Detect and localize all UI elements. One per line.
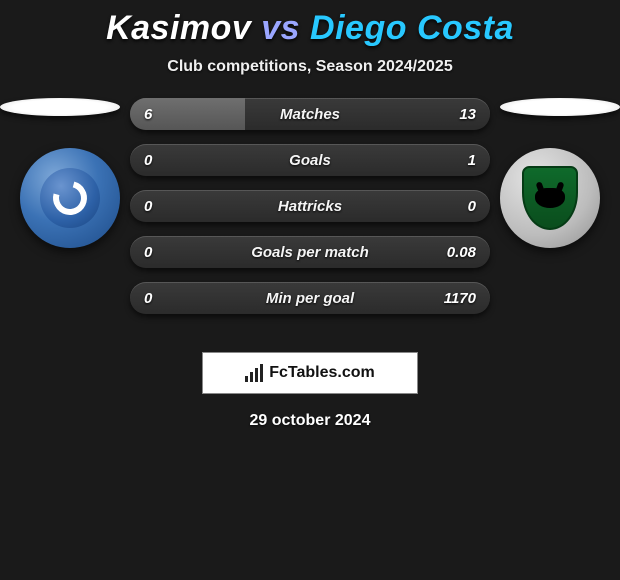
comparison-arena: 6Matches130Goals10Hattricks00Goals per m… bbox=[0, 98, 620, 338]
crest-inner-icon bbox=[40, 168, 100, 228]
comparison-card: Kasimov vs Diego Costa Club competitions… bbox=[0, 0, 620, 430]
bar-chart-icon bbox=[245, 364, 263, 382]
stat-label: Matches bbox=[130, 106, 490, 123]
date-label: 29 october 2024 bbox=[0, 412, 620, 430]
club-crest-left bbox=[20, 148, 120, 248]
player1-name: Kasimov bbox=[106, 9, 251, 47]
club-crest-right bbox=[500, 148, 600, 248]
stat-row: 0Min per goal1170 bbox=[130, 282, 490, 314]
stat-right-value: 0.08 bbox=[447, 244, 476, 261]
page-title: Kasimov vs Diego Costa bbox=[0, 9, 620, 48]
brand-box: FcTables.com bbox=[202, 352, 418, 394]
stat-row: 0Hattricks0 bbox=[130, 190, 490, 222]
stat-label: Goals per match bbox=[130, 244, 490, 261]
subtitle: Club competitions, Season 2024/2025 bbox=[0, 58, 620, 76]
stat-label: Hattricks bbox=[130, 198, 490, 215]
stat-right-value: 1 bbox=[468, 152, 476, 169]
stat-right-value: 1170 bbox=[444, 290, 476, 307]
stat-right-value: 0 bbox=[468, 198, 476, 215]
player2-name: Diego Costa bbox=[310, 9, 514, 47]
stat-row: 0Goals per match0.08 bbox=[130, 236, 490, 268]
stat-row: 0Goals1 bbox=[130, 144, 490, 176]
platform-left bbox=[0, 98, 120, 116]
stat-rows: 6Matches130Goals10Hattricks00Goals per m… bbox=[130, 98, 490, 314]
brand-text: FcTables.com bbox=[269, 364, 375, 382]
bull-icon bbox=[535, 188, 565, 208]
swoosh-icon bbox=[47, 175, 93, 221]
stat-label: Goals bbox=[130, 152, 490, 169]
stat-row: 6Matches13 bbox=[130, 98, 490, 130]
platform-right bbox=[500, 98, 620, 116]
stat-right-value: 13 bbox=[459, 106, 476, 123]
stat-label: Min per goal bbox=[130, 290, 490, 307]
vs-label: vs bbox=[261, 9, 300, 47]
